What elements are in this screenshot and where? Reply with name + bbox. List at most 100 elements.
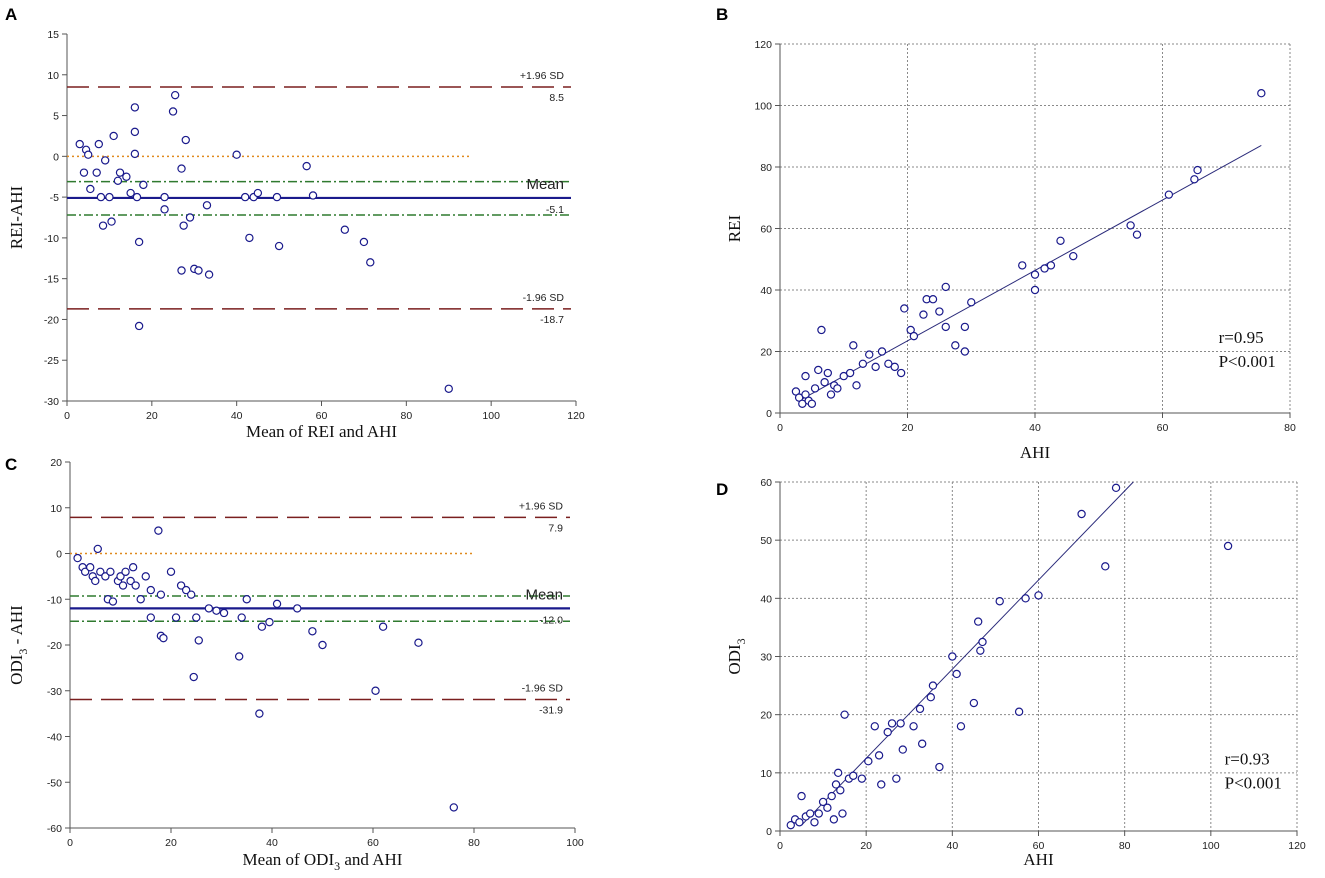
data-point — [139, 180, 148, 190]
y-tick-label: -20 — [47, 640, 62, 652]
data-point — [814, 365, 823, 375]
data-point — [864, 757, 873, 766]
data-point — [242, 595, 251, 604]
y-tick-label: 0 — [53, 151, 59, 163]
data-point — [240, 192, 250, 202]
data-point — [807, 399, 817, 408]
x-tick-label: 60 — [1033, 840, 1045, 852]
data-point — [795, 818, 804, 827]
data-point — [1030, 270, 1040, 279]
data-point — [817, 325, 826, 335]
x-tick-label: 40 — [231, 410, 243, 422]
data-point — [900, 304, 909, 313]
data-point — [909, 722, 918, 731]
data-point — [98, 221, 108, 230]
data-point — [130, 127, 140, 137]
data-point — [1018, 261, 1027, 270]
data-point — [928, 295, 938, 304]
y-tick-label: -10 — [44, 233, 59, 245]
y-axis-label: REI-AHI — [7, 186, 26, 250]
x-axis-label: AHI — [1020, 443, 1051, 462]
data-point — [827, 791, 836, 801]
data-point — [810, 818, 819, 827]
correlation-p: P<0.001 — [1219, 352, 1276, 371]
data-point — [919, 310, 928, 319]
x-tick-label: 80 — [468, 837, 480, 849]
data-point — [805, 809, 815, 818]
correlation-p: P<0.001 — [1225, 774, 1282, 793]
data-point — [935, 307, 944, 316]
correlation-r: r=0.95 — [1219, 328, 1264, 347]
data-point — [115, 168, 125, 177]
x-tick-label: 100 — [566, 837, 584, 849]
data-point — [202, 201, 212, 210]
data-point — [865, 350, 874, 359]
data-point — [166, 567, 176, 577]
y-axis-label: REI — [725, 214, 744, 242]
data-point — [952, 669, 961, 679]
data-point — [926, 693, 935, 702]
data-point — [177, 164, 186, 173]
data-point — [1223, 541, 1233, 551]
data-point — [449, 803, 458, 812]
y-tick-label: -60 — [47, 823, 62, 835]
data-point — [93, 544, 102, 554]
data-point — [100, 156, 110, 165]
panel-letter: D — [716, 480, 728, 499]
data-point — [185, 213, 195, 222]
data-point — [130, 149, 140, 159]
data-point — [146, 613, 155, 622]
data-point — [444, 384, 453, 393]
x-tick-label: 100 — [482, 410, 500, 422]
x-tick-label: 60 — [316, 410, 328, 422]
data-point — [833, 384, 842, 393]
data-point — [874, 751, 884, 760]
data-point — [91, 576, 100, 586]
data-point — [1077, 509, 1086, 519]
x-tick-label: 80 — [1119, 840, 1131, 852]
data-point — [132, 192, 142, 202]
data-point — [1101, 562, 1110, 571]
y-tick-label: 0 — [766, 408, 772, 420]
y-tick-label: -30 — [47, 686, 62, 698]
data-point — [883, 727, 892, 737]
x-tick-label: 0 — [67, 837, 73, 849]
y-tick-label: 40 — [760, 285, 772, 297]
y-tick-label: 40 — [760, 593, 772, 605]
data-point — [941, 322, 950, 332]
data-point — [106, 567, 115, 577]
data-point — [146, 585, 155, 595]
data-point — [170, 90, 180, 100]
y-tick-label: 15 — [47, 29, 59, 41]
data-point — [192, 613, 201, 622]
data-point — [814, 809, 823, 818]
data-point — [107, 217, 116, 226]
data-point — [960, 347, 970, 356]
data-point — [838, 809, 847, 818]
mean-value: -12.0 — [539, 614, 563, 626]
data-point — [96, 567, 105, 577]
data-point — [829, 815, 839, 824]
data-point — [948, 652, 957, 661]
data-point — [232, 150, 241, 159]
data-point — [801, 371, 810, 381]
data-point — [797, 791, 806, 801]
data-point — [109, 131, 118, 141]
data-point — [318, 640, 327, 650]
data-point — [126, 576, 135, 586]
x-tick-label: 60 — [1157, 422, 1169, 434]
x-tick-label: 20 — [165, 837, 177, 849]
data-point — [831, 780, 841, 789]
data-point — [845, 368, 855, 378]
data-point — [871, 362, 880, 372]
data-point — [96, 192, 106, 202]
data-point — [308, 627, 317, 636]
y-tick-label: 5 — [53, 111, 59, 123]
x-axis-label: AHI — [1023, 850, 1054, 869]
x-tick-label: 80 — [1284, 422, 1296, 434]
data-point — [245, 233, 254, 243]
data-point — [194, 636, 203, 645]
y-tick-label: 120 — [754, 39, 772, 51]
data-point — [118, 581, 128, 590]
